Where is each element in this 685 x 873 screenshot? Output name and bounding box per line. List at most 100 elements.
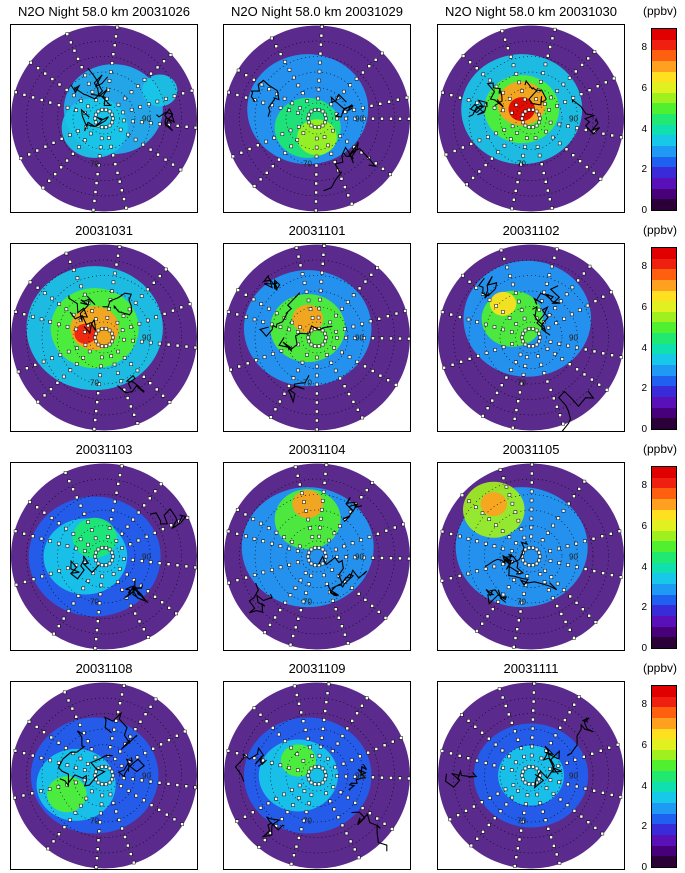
colorbar-segment — [652, 509, 676, 521]
colorbar-segment — [652, 279, 676, 291]
colorbar-segment — [652, 354, 676, 366]
colorbar-segment — [652, 845, 676, 857]
colorbar-segment — [652, 728, 676, 740]
colorbar-segment — [652, 167, 676, 178]
latitude-label: 70 — [517, 817, 526, 826]
longitude-label: 90 — [569, 553, 578, 562]
polar-map-panel: 70 90 — [437, 462, 625, 651]
colorbar-tick-label: 6 — [641, 740, 647, 751]
colorbar-segment — [652, 707, 676, 718]
longitude-label: 90 — [142, 115, 151, 124]
colorbar — [651, 685, 677, 868]
latitude-label: 70 — [90, 598, 99, 607]
colorbar-segment — [652, 333, 676, 344]
colorbar-unit: (ppbv) — [643, 4, 678, 18]
colorbar-segment — [652, 626, 676, 638]
colorbar-segment — [652, 530, 676, 542]
colorbar-segment — [652, 396, 676, 408]
latitude-label: 70 — [303, 379, 312, 388]
longitude-label: 90 — [355, 334, 364, 343]
latitude-label: 70 — [90, 379, 99, 388]
colorbar-segment — [652, 301, 676, 312]
colorbar-tick-label: 0 — [641, 862, 647, 873]
colorbar-tick-label: 4 — [641, 561, 647, 573]
latitude-label: 70 — [517, 379, 526, 388]
colorbar-segment — [652, 92, 676, 104]
colorbar-segment — [652, 813, 676, 825]
colorbar-segment — [652, 637, 676, 648]
colorbar-tick-label: 2 — [641, 383, 647, 395]
map-plot: 70 90 — [438, 244, 624, 431]
map-plot: 70 90 — [224, 244, 410, 431]
map-plot: 70 90 — [11, 463, 197, 650]
colorbar-tick-label: 6 — [641, 521, 647, 532]
colorbar-segment — [652, 156, 676, 168]
longitude-label: 90 — [142, 772, 151, 781]
polar-map-panel: 70 90 — [223, 243, 411, 432]
map-plot: 70 90 — [11, 682, 197, 869]
polar-map-panel: 70 90 — [437, 681, 625, 870]
colorbar-tick-label: 0 — [641, 643, 647, 654]
colorbar-segment — [652, 615, 676, 627]
colorbar-unit: (ppbv) — [643, 223, 678, 237]
colorbar-segment — [652, 562, 676, 574]
polar-map-panel: 70 90 — [223, 24, 411, 213]
colorbar-tick-label: 8 — [641, 480, 647, 492]
colorbar-tick-label: 2 — [641, 164, 647, 176]
colorbar-segment — [652, 71, 676, 83]
colorbar-segment — [652, 50, 676, 61]
colorbar-segment — [652, 573, 676, 585]
latitude-label: 70 — [517, 598, 526, 607]
colorbar-segment — [652, 792, 676, 804]
polar-map-panel: 70 90 — [10, 681, 198, 870]
colorbar-tick-label: 8 — [641, 261, 647, 273]
panel-title: 20031105 — [502, 442, 560, 457]
colorbar-segment — [652, 760, 676, 772]
colorbar-segment — [652, 803, 676, 814]
colorbar-segment — [652, 781, 676, 793]
colorbar-tick-label: 8 — [641, 699, 647, 711]
colorbar-segment — [652, 199, 676, 210]
panel-title: 20031101 — [288, 223, 346, 238]
colorbar-segment — [652, 365, 676, 376]
colorbar-segment — [652, 856, 676, 867]
map-plot: 70 90 — [224, 25, 410, 212]
polar-map-panel: 70 90 — [10, 24, 198, 213]
colorbar-segment — [652, 82, 676, 93]
colorbar-tick-label: 0 — [641, 205, 647, 216]
colorbar-segment — [652, 771, 676, 782]
colorbar-tick-label: 4 — [641, 342, 647, 354]
colorbar-segment — [652, 343, 676, 355]
colorbar-segment — [652, 467, 676, 478]
colorbar-segment — [652, 146, 676, 157]
latitude-label: 70 — [303, 598, 312, 607]
colorbar-segment — [652, 322, 676, 334]
colorbar-segment — [652, 258, 676, 270]
colorbar-segment — [652, 605, 676, 616]
panel-title: N2O Night 58.0 km 20031030 — [445, 4, 617, 19]
colorbar-segment — [652, 739, 676, 750]
map-plot: 70 90 — [11, 25, 197, 212]
colorbar-segment — [652, 749, 676, 761]
panel-title: N2O Night 58.0 km 20031029 — [231, 4, 403, 19]
colorbar-segment — [652, 407, 676, 419]
panel-title: 20031111 — [503, 661, 559, 676]
longitude-label: 90 — [569, 115, 578, 124]
colorbar-segment — [652, 135, 676, 147]
longitude-label: 90 — [142, 334, 151, 343]
colorbar-segment — [652, 541, 676, 553]
polar-map-panel: 70 90 — [10, 243, 198, 432]
polar-map-panel: 70 90 — [10, 462, 198, 651]
colorbar-segment — [652, 124, 676, 136]
colorbar-segment — [652, 39, 676, 51]
colorbar-tick-label: 4 — [641, 123, 647, 135]
polar-map-panel: 70 90 — [437, 24, 625, 213]
polar-map-panel: 70 90 — [223, 462, 411, 651]
panel-title: 20031031 — [75, 223, 133, 238]
colorbar-segment — [652, 584, 676, 595]
latitude-label: 70 — [90, 817, 99, 826]
colorbar-segment — [652, 375, 676, 387]
colorbar-segment — [652, 594, 676, 606]
panel-title: 20031108 — [75, 661, 133, 676]
longitude-label: 90 — [142, 553, 151, 562]
